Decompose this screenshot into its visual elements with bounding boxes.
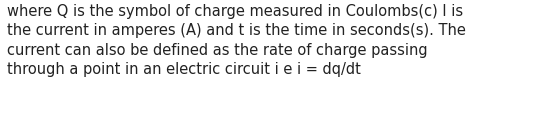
Text: where Q is the symbol of charge measured in Coulombs(c) I is
the current in ampe: where Q is the symbol of charge measured… <box>7 4 465 77</box>
